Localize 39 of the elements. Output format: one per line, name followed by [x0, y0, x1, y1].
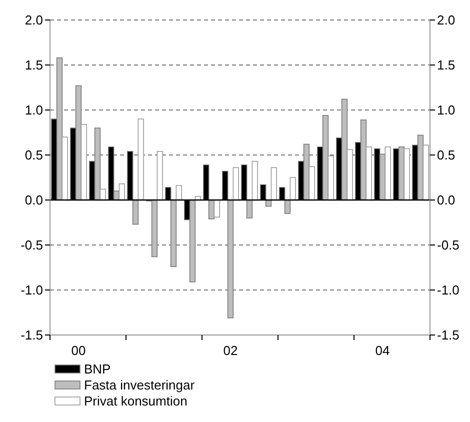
bar [404, 148, 410, 200]
y2-tick-label: -1.0 [437, 282, 460, 298]
legend-label: BNP [84, 362, 111, 377]
y-tick-label: 2.0 [24, 12, 43, 28]
y-tick-label: -1.5 [20, 328, 43, 343]
bar [346, 149, 353, 200]
x-tick-label: 02 [223, 343, 238, 358]
bar [156, 151, 163, 200]
legend-label: Privat konsumtion [84, 394, 188, 409]
x-tick-label: 04 [375, 343, 390, 358]
x-tick-label: 00 [71, 343, 86, 358]
legend-label: Fasta investeringar [84, 378, 196, 393]
bar [328, 156, 334, 200]
bar [232, 167, 239, 200]
bar [366, 146, 372, 200]
bar [214, 200, 220, 218]
bar [118, 183, 125, 200]
y-tick-label: -0.5 [20, 238, 43, 253]
bar [270, 167, 277, 200]
bar [176, 185, 182, 200]
bar [308, 166, 315, 200]
y2-tick-label: 0.0 [437, 192, 456, 208]
y2-tick-label: -0.5 [437, 238, 460, 253]
y-tick-label: 1.5 [24, 58, 43, 73]
y2-tick-label: 2.0 [437, 12, 456, 28]
y-tick-label: 0.5 [24, 148, 43, 163]
y-tick-label: 0.0 [24, 192, 43, 208]
bar [62, 136, 68, 200]
bar [138, 118, 144, 200]
y2-tick-label: -1.5 [437, 328, 460, 343]
y2-tick-label: 1.0 [437, 102, 456, 118]
bar [252, 160, 258, 200]
bar [80, 124, 87, 200]
y-tick-label: 1.0 [24, 102, 43, 118]
bar [290, 177, 296, 200]
y2-tick-label: 0.5 [437, 148, 456, 163]
y2-tick-label: 1.5 [437, 58, 456, 73]
y-tick-label: -1.0 [20, 282, 43, 298]
bar [384, 146, 391, 200]
